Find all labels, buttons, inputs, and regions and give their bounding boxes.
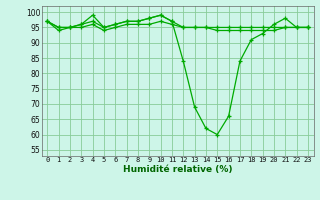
X-axis label: Humidité relative (%): Humidité relative (%) bbox=[123, 165, 232, 174]
